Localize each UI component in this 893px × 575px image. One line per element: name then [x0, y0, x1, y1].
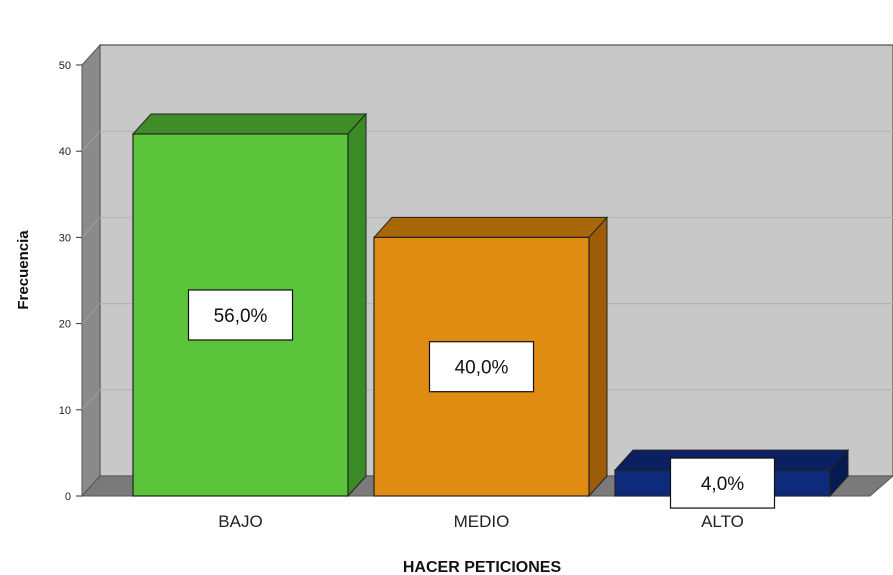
bar-alto: 4,0% [613, 448, 850, 509]
bar-side [347, 112, 367, 498]
x-tick-label: ALTO [701, 512, 744, 531]
bar-side [588, 216, 608, 498]
bar-medio: 40,0% [372, 216, 609, 498]
y-tick-label: 30 [59, 232, 71, 244]
gridline-side [81, 389, 101, 411]
gridline-side [81, 303, 101, 324]
data-label-box [669, 457, 776, 509]
data-label-text: 56,0% [214, 306, 268, 327]
data-label: 40,0% [428, 341, 535, 393]
y-axis-title: Frecuencia [15, 230, 32, 310]
y-tick-label: 40 [59, 146, 71, 158]
data-label-box [187, 289, 294, 341]
y-axis: 0 10 20 30 40 50 [59, 60, 82, 503]
bar-top [131, 113, 368, 135]
data-label-text: 40,0% [455, 358, 509, 379]
bars: 56,0% 40,0% 4,0% [131, 112, 850, 509]
x-axis-title: HACER PETICIONES [403, 559, 562, 575]
data-label-text: 4,0% [701, 474, 744, 495]
data-label: 56,0% [187, 289, 294, 341]
bar-top [372, 216, 609, 238]
data-label-box [428, 341, 535, 393]
data-label: 4,0% [669, 457, 776, 509]
left-wall [81, 43, 101, 498]
gridline-side [81, 217, 101, 238]
y-tick-label: 20 [59, 319, 71, 331]
gridline-side [81, 130, 101, 152]
y-tick-label: 0 [65, 491, 71, 503]
x-tick-label: MEDIO [454, 512, 510, 531]
y-tick-label: 10 [59, 405, 71, 417]
bar-bajo: 56,0% [131, 112, 368, 498]
y-tick-label: 50 [59, 60, 71, 72]
x-tick-label: BAJO [218, 512, 262, 531]
x-axis: BAJO MEDIO ALTO [218, 512, 744, 531]
